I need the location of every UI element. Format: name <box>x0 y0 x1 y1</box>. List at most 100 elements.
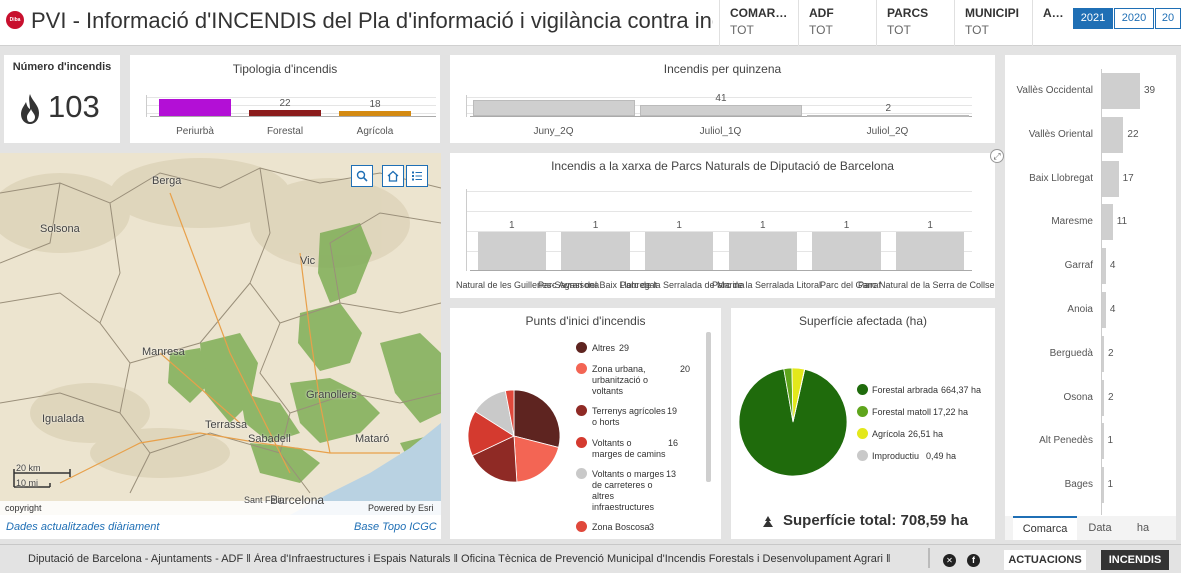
year-button-2021[interactable]: 2021 <box>1073 8 1113 29</box>
comarca-value-maresme: 11 <box>1116 216 1128 228</box>
parcs-cat-litoral: Parc de la Serralada Litoral <box>712 280 822 290</box>
parcs-cat-baix-llobregat: Parc Agrari del Baix Llobregat <box>538 280 658 290</box>
quinzena-bar-juliol1q[interactable] <box>639 105 803 116</box>
parcs-bar-litoral[interactable] <box>728 232 798 270</box>
superficie-panel: Superfície afectada (ha) Forestal arbrad… <box>731 308 995 539</box>
pie-slice-forestal-arbrada[interactable] <box>738 368 848 477</box>
list-icon <box>412 171 422 181</box>
parcs-bar-guilleries[interactable] <box>477 232 547 270</box>
year-button-2020[interactable]: 2020 <box>1114 8 1154 29</box>
pie-slice-zona-urbana-urbanitzaci-o-voltants[interactable] <box>513 435 560 483</box>
comarca-bar-valles-occidental[interactable] <box>1102 73 1140 109</box>
map-footer: Dades actualitzades diàriament Base Topo… <box>0 515 441 539</box>
comarca-bar-bergueda[interactable] <box>1102 335 1104 372</box>
kpi-value: 103 <box>48 89 100 124</box>
legend-button[interactable] <box>406 165 428 187</box>
share-icon[interactable]: ✕ <box>943 554 956 567</box>
esri-attribution[interactable]: Powered by Esri <box>368 503 434 513</box>
year-button-2019[interactable]: 20 <box>1155 8 1181 29</box>
parcs-value-guilleries: 1 <box>509 220 515 231</box>
punts-legend-dot-camins <box>576 437 587 448</box>
search-button[interactable] <box>351 165 373 187</box>
parcs-cat-garraf: Parc del Garraf <box>820 280 882 290</box>
filter-municipi-label: MUNICIPI <box>965 6 1019 20</box>
punts-legend-carreteres-l3: altres <box>592 491 615 501</box>
tipologia-panel: Tipologia d'incendis 22 18 Periurbà Fore… <box>130 55 440 143</box>
pie-slice-altres[interactable] <box>513 389 561 448</box>
parcs-bar-collserola[interactable] <box>895 232 965 270</box>
comarca-label-bergueda: Berguedà <box>1049 347 1093 359</box>
parcs-bar-garraf[interactable] <box>812 232 881 270</box>
map-label-manresa: Manresa <box>142 346 185 358</box>
comarca-bar-garraf[interactable] <box>1102 248 1106 285</box>
sup-legend-agricola-value: 26,51 ha <box>908 429 944 439</box>
tipologia-cat-periurba: Periurbà <box>176 126 214 137</box>
comarca-label-baix-llobregat: Baix Llobregat <box>1029 172 1093 184</box>
comarca-label-valles-oriental: Vallès Oriental <box>1028 128 1093 140</box>
tipologia-value-forestal: 22 <box>279 98 291 110</box>
diba-logo: Diba <box>6 11 24 29</box>
comarca-bar-baix-llobregat[interactable] <box>1102 160 1119 197</box>
expand-icon[interactable]: ⤢ <box>990 149 1004 163</box>
footer-divider <box>928 548 930 568</box>
basemap-note: Base Topo ICGC <box>354 521 437 533</box>
filter-parcs[interactable]: PARCS TOT <box>876 0 954 46</box>
comarca-bar-bages[interactable] <box>1102 467 1104 504</box>
incendis-button[interactable]: INCENDIS <box>1101 550 1169 570</box>
parcs-bar-marina[interactable] <box>644 232 714 270</box>
superficie-pie-chart <box>738 367 848 477</box>
tipologia-bar-forestal[interactable] <box>249 110 321 116</box>
filter-comarca[interactable]: COMAR… TOT <box>719 0 798 46</box>
comarca-value-baix-llobregat: 17 <box>1122 172 1134 184</box>
comarca-bar-alt-penedes[interactable] <box>1102 423 1104 460</box>
home-icon <box>387 170 399 182</box>
pie-slice-voltants-o-marges-de-camins[interactable] <box>467 410 515 457</box>
home-button[interactable] <box>382 165 404 187</box>
filter-municipi[interactable]: MUNICIPI TOT <box>954 0 1032 46</box>
footer-bar: Diputació de Barcelona - Ajuntaments - A… <box>0 544 1181 573</box>
map-label-mataro: Mataró <box>355 433 390 445</box>
actuacions-button[interactable]: ACTUACIONS <box>1004 550 1086 570</box>
quinzena-bar-juny2q[interactable] <box>472 100 635 116</box>
pie-slice-improductiu[interactable] <box>792 368 806 423</box>
map-canvas <box>0 153 441 515</box>
parcs-value-baix-llobregat: 1 <box>592 220 599 231</box>
comarca-label-valles-occidental: Vallès Occidental <box>1016 85 1093 96</box>
filter-parcs-value: TOT <box>887 23 911 37</box>
parcs-title: Incendis a la xarxa de Parcs Naturals de… <box>551 159 894 173</box>
parcs-value-collserola: 1 <box>927 220 933 231</box>
sup-legend-arbrada-value: 664,37 ha <box>941 385 982 395</box>
facebook-icon[interactable]: f <box>967 554 980 567</box>
comarca-bar-osona[interactable] <box>1102 379 1104 416</box>
tab-comarca[interactable]: Comarca <box>1013 516 1077 540</box>
map-view[interactable]: Berga Solsona Vic Manresa Igualada Terra… <box>0 153 441 515</box>
parcs-bar-baix-llobregat[interactable] <box>561 232 630 270</box>
punts-scrollbar[interactable] <box>706 332 711 482</box>
filter-adf-label: ADF <box>809 6 834 20</box>
comarca-bar-valles-oriental[interactable] <box>1102 116 1124 153</box>
map-label-igualada: Igualada <box>42 413 85 425</box>
tipologia-bar-agricola[interactable] <box>339 111 411 116</box>
punts-legend-dot-agricoles <box>576 405 587 416</box>
comarca-bar-maresme[interactable] <box>1102 204 1113 241</box>
comarques-panel: Vallès Occidental Vallès Oriental Baix L… <box>1005 55 1176 539</box>
comarca-label-maresme: Maresme <box>1051 216 1093 228</box>
filter-any[interactable]: A… <box>1032 0 1068 46</box>
pie-slice-zona-boscosa[interactable] <box>504 389 515 437</box>
filter-adf[interactable]: ADF TOT <box>798 0 876 46</box>
quinzena-cat-juny2q: Juny_2Q <box>533 126 574 137</box>
quinzena-title: Incendis per quinzena <box>663 62 782 76</box>
app-title: PVI - Informació d'INCENDIS del Pla d'in… <box>31 8 713 33</box>
pie-slice-terrenys-agr-coles-o-horts[interactable] <box>471 435 518 483</box>
tab-ha[interactable]: ha <box>1136 522 1150 534</box>
update-note: Dades actualitzades diàriament <box>6 521 160 533</box>
map-label-berga: Berga <box>152 175 182 187</box>
map-label-terrassa: Terrassa <box>205 419 248 431</box>
map-copyright: copyright <box>5 503 42 513</box>
tipologia-bar-periurba[interactable] <box>159 99 231 116</box>
tab-data[interactable]: Data <box>1088 522 1112 534</box>
quinzena-bar-juliol2q[interactable] <box>807 115 970 118</box>
comarca-label-osona: Osona <box>1063 391 1093 403</box>
area-icon <box>763 516 773 527</box>
comarca-bar-anoia[interactable] <box>1102 292 1106 328</box>
